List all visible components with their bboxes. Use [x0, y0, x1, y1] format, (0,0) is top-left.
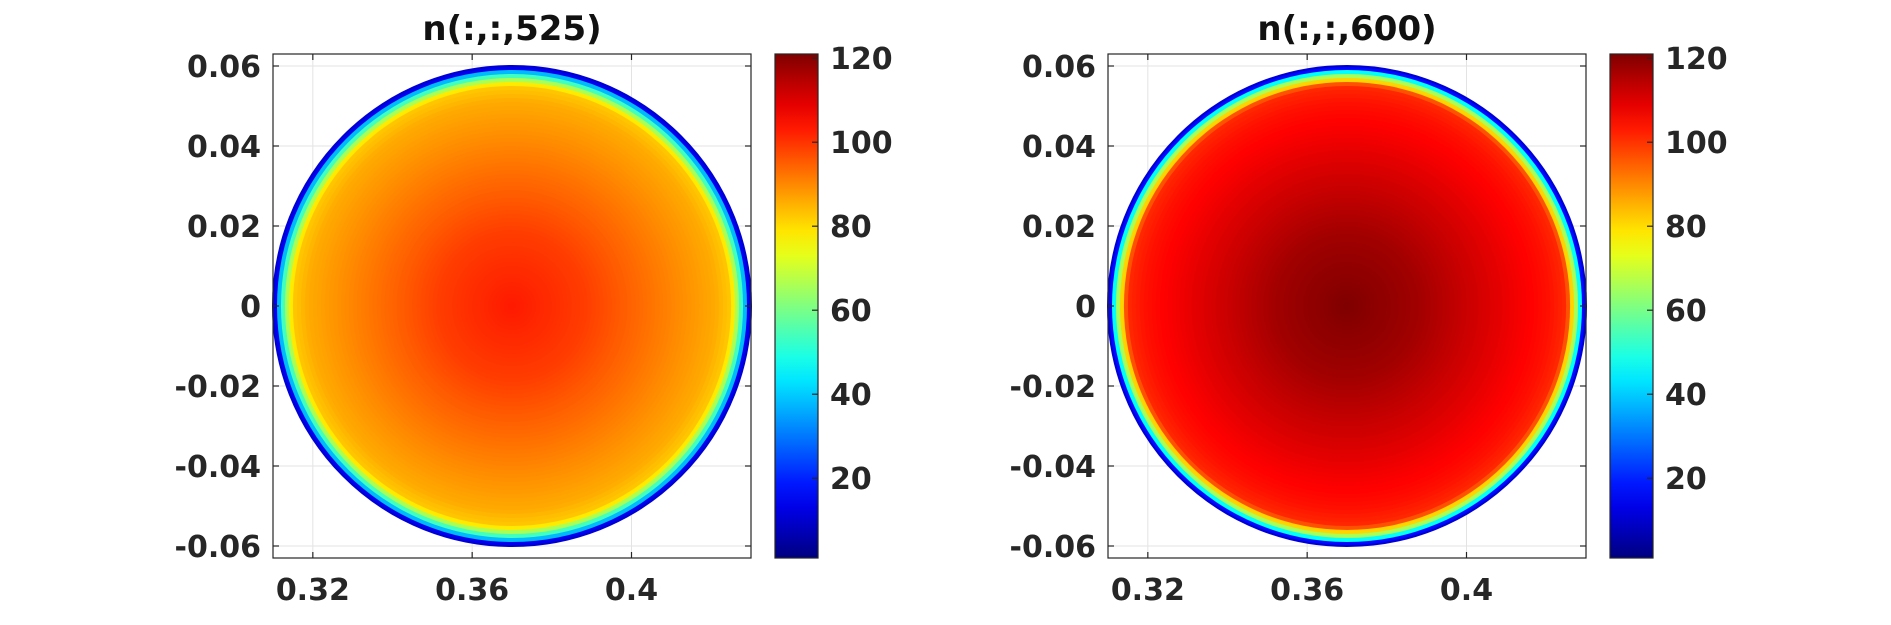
colorbar-tick-label: 100	[830, 126, 893, 161]
y-tick-label: 0.04	[187, 130, 261, 165]
y-tick-label: -0.02	[175, 370, 261, 405]
x-tick-label: 0.4	[1440, 573, 1493, 608]
colorbar-tick-label: 80	[830, 210, 872, 245]
chart-title: n(:,:,525)	[422, 9, 601, 49]
y-tick-label: 0.02	[187, 210, 261, 245]
y-tick-label: 0.06	[1022, 50, 1096, 85]
chart-title: n(:,:,600)	[1257, 9, 1436, 49]
chart-panel-2: 0.32 0.36 0.4 0.06 0.04 0.02 0 -0.02 -0.04 -0.06 n…	[1010, 9, 1728, 608]
colorbar	[1609, 53, 1654, 559]
colorbar-tick-label: 20	[830, 462, 872, 497]
colorbar-tick-label: 100	[1665, 126, 1728, 161]
colorbar	[774, 53, 819, 559]
y-tick-label: -0.04	[175, 450, 261, 485]
x-tick-label: 0.4	[605, 573, 658, 608]
y-tick-label: -0.06	[175, 530, 261, 565]
y-tick-label: 0.06	[187, 50, 261, 85]
y-tick-label: 0.02	[1022, 210, 1096, 245]
colorbar-tick-label: 60	[830, 294, 872, 329]
colorbar-tick-label: 80	[1665, 210, 1707, 245]
y-tick-label: -0.04	[1010, 450, 1096, 485]
colorbar-tick-label: 40	[830, 378, 872, 413]
x-tick-label: 0.36	[435, 573, 509, 608]
y-tick-label: -0.02	[1010, 370, 1096, 405]
colorbar-tick-label: 120	[830, 42, 893, 77]
colorbar-tick-label: 60	[1665, 294, 1707, 329]
contour-ring	[508, 302, 516, 310]
y-tick-label: 0	[1075, 290, 1096, 325]
colorbar-tick-label: 20	[1665, 462, 1707, 497]
contour-ring	[1343, 302, 1351, 310]
colorbar-tick-label: 40	[1665, 378, 1707, 413]
colorbar-tick-label: 120	[1665, 42, 1728, 77]
y-tick-label: 0	[240, 290, 261, 325]
x-tick-label: 0.36	[1270, 573, 1344, 608]
y-tick-label: 0.04	[1022, 130, 1096, 165]
x-tick-label: 0.32	[276, 573, 350, 608]
y-tick-label: -0.06	[1010, 530, 1096, 565]
chart-panel-1: 0.32 0.36 0.4 0.06 0.04 0.02 0 -0.02 -0.04 -0.06 n…	[175, 9, 893, 608]
x-tick-label: 0.32	[1111, 573, 1185, 608]
